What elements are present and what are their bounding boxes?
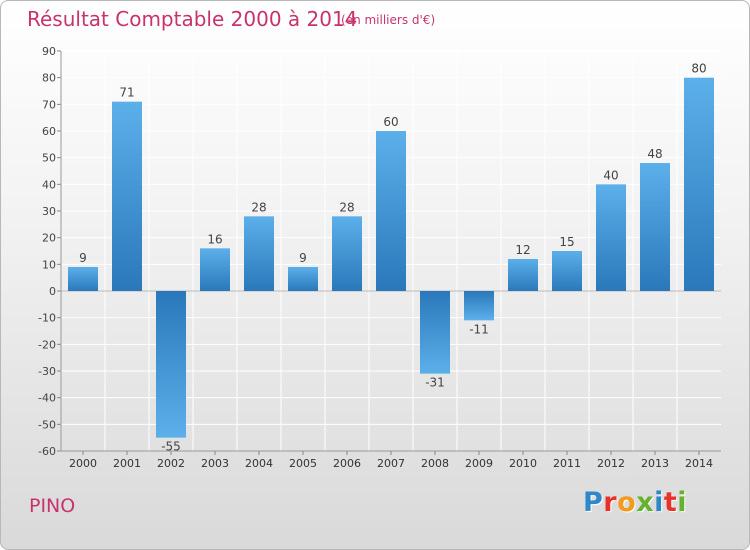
bar-2003 (200, 248, 230, 291)
bar-2006 (332, 216, 362, 291)
y-tick-label: 80 (42, 72, 56, 85)
x-tick-label: 2003 (201, 457, 229, 470)
chart-title: Résultat Comptable 2000 à 2014 (27, 7, 358, 31)
x-tick-label: 2007 (377, 457, 405, 470)
y-tick-label: -50 (38, 418, 56, 431)
data-label: 40 (603, 168, 618, 182)
y-tick-label: 0 (49, 285, 56, 298)
y-tick-label: 40 (42, 178, 56, 191)
logo-letter: o (617, 487, 637, 518)
bar-2005 (288, 267, 318, 291)
y-tick-label: -30 (38, 365, 56, 378)
y-tick-label: -40 (38, 392, 56, 405)
data-label: 15 (559, 235, 574, 249)
data-label: -55 (161, 440, 181, 454)
bar-2009 (464, 291, 494, 321)
bar-2004 (244, 216, 274, 291)
data-label: 28 (251, 200, 266, 214)
commune-name: PINO (29, 495, 76, 517)
x-tick-label: 2008 (421, 457, 449, 470)
bar-2002 (156, 291, 186, 438)
x-tick-label: 2001 (113, 457, 141, 470)
data-label: 28 (339, 200, 354, 214)
data-label: -31 (425, 376, 445, 390)
bar-2000 (68, 267, 98, 291)
x-tick-label: 2012 (597, 457, 625, 470)
bar-2008 (420, 291, 450, 374)
data-label: 71 (119, 86, 134, 100)
x-tick-label: 2011 (553, 457, 581, 470)
x-tick-label: 2006 (333, 457, 361, 470)
chart-subtitle: (en milliers d'€) (341, 13, 436, 27)
x-tick-label: 2002 (157, 457, 185, 470)
bar-2011 (552, 251, 582, 291)
x-tick-label: 2013 (641, 457, 669, 470)
y-tick-label: 50 (42, 152, 56, 165)
y-tick-label: 20 (42, 232, 56, 245)
bars: 9 71 -55 16 28 9 28 60 -31 -11 12 15 40 48 80 (68, 62, 714, 454)
logo-letter: t (663, 487, 678, 518)
x-tick-label: 2010 (509, 457, 537, 470)
y-tick-label: -60 (38, 445, 56, 458)
data-label: 16 (207, 232, 222, 246)
data-label: -11 (469, 322, 489, 336)
data-label: 9 (299, 251, 307, 265)
x-axis: 2000 2001 2002 2003 2004 2005 2006 2007 2008 2009… (61, 450, 721, 470)
logo-letter: i (654, 487, 664, 518)
data-label: 80 (691, 62, 706, 76)
y-tick-label: -10 (38, 312, 56, 325)
y-tick-label: 60 (42, 125, 56, 138)
logo-letter: r (603, 487, 618, 518)
x-tick-label: 2005 (289, 457, 317, 470)
y-tick-label: -20 (38, 338, 56, 351)
x-tick-label: 2004 (245, 457, 273, 470)
logo-letter: i (677, 487, 688, 518)
y-tick-label: 90 (42, 45, 56, 58)
x-tick-label: 2000 (69, 457, 97, 470)
bar-2013 (640, 163, 670, 291)
x-tick-label: 2014 (685, 457, 713, 470)
data-label: 9 (79, 251, 87, 265)
y-tick-label: 10 (42, 258, 56, 271)
y-tick-label: 70 (42, 98, 56, 111)
data-label: 48 (647, 147, 662, 161)
data-label: 60 (383, 115, 398, 129)
bar-2007 (376, 131, 406, 291)
data-label: 12 (515, 243, 530, 257)
logo-letter: P (583, 487, 604, 518)
bar-2014 (684, 77, 714, 292)
y-axis: 90 80 70 60 50 40 30 20 10 0 -10 -20 -30 -40 -50 -60 (38, 45, 62, 458)
y-tick-label: 30 (42, 205, 56, 218)
x-tick-label: 2009 (465, 457, 493, 470)
proxiti-logo: Proxiti (583, 487, 687, 518)
bar-2001 (112, 101, 142, 292)
bar-2010 (508, 259, 538, 291)
logo-letter: x (636, 487, 655, 518)
bar-2012 (596, 184, 626, 291)
